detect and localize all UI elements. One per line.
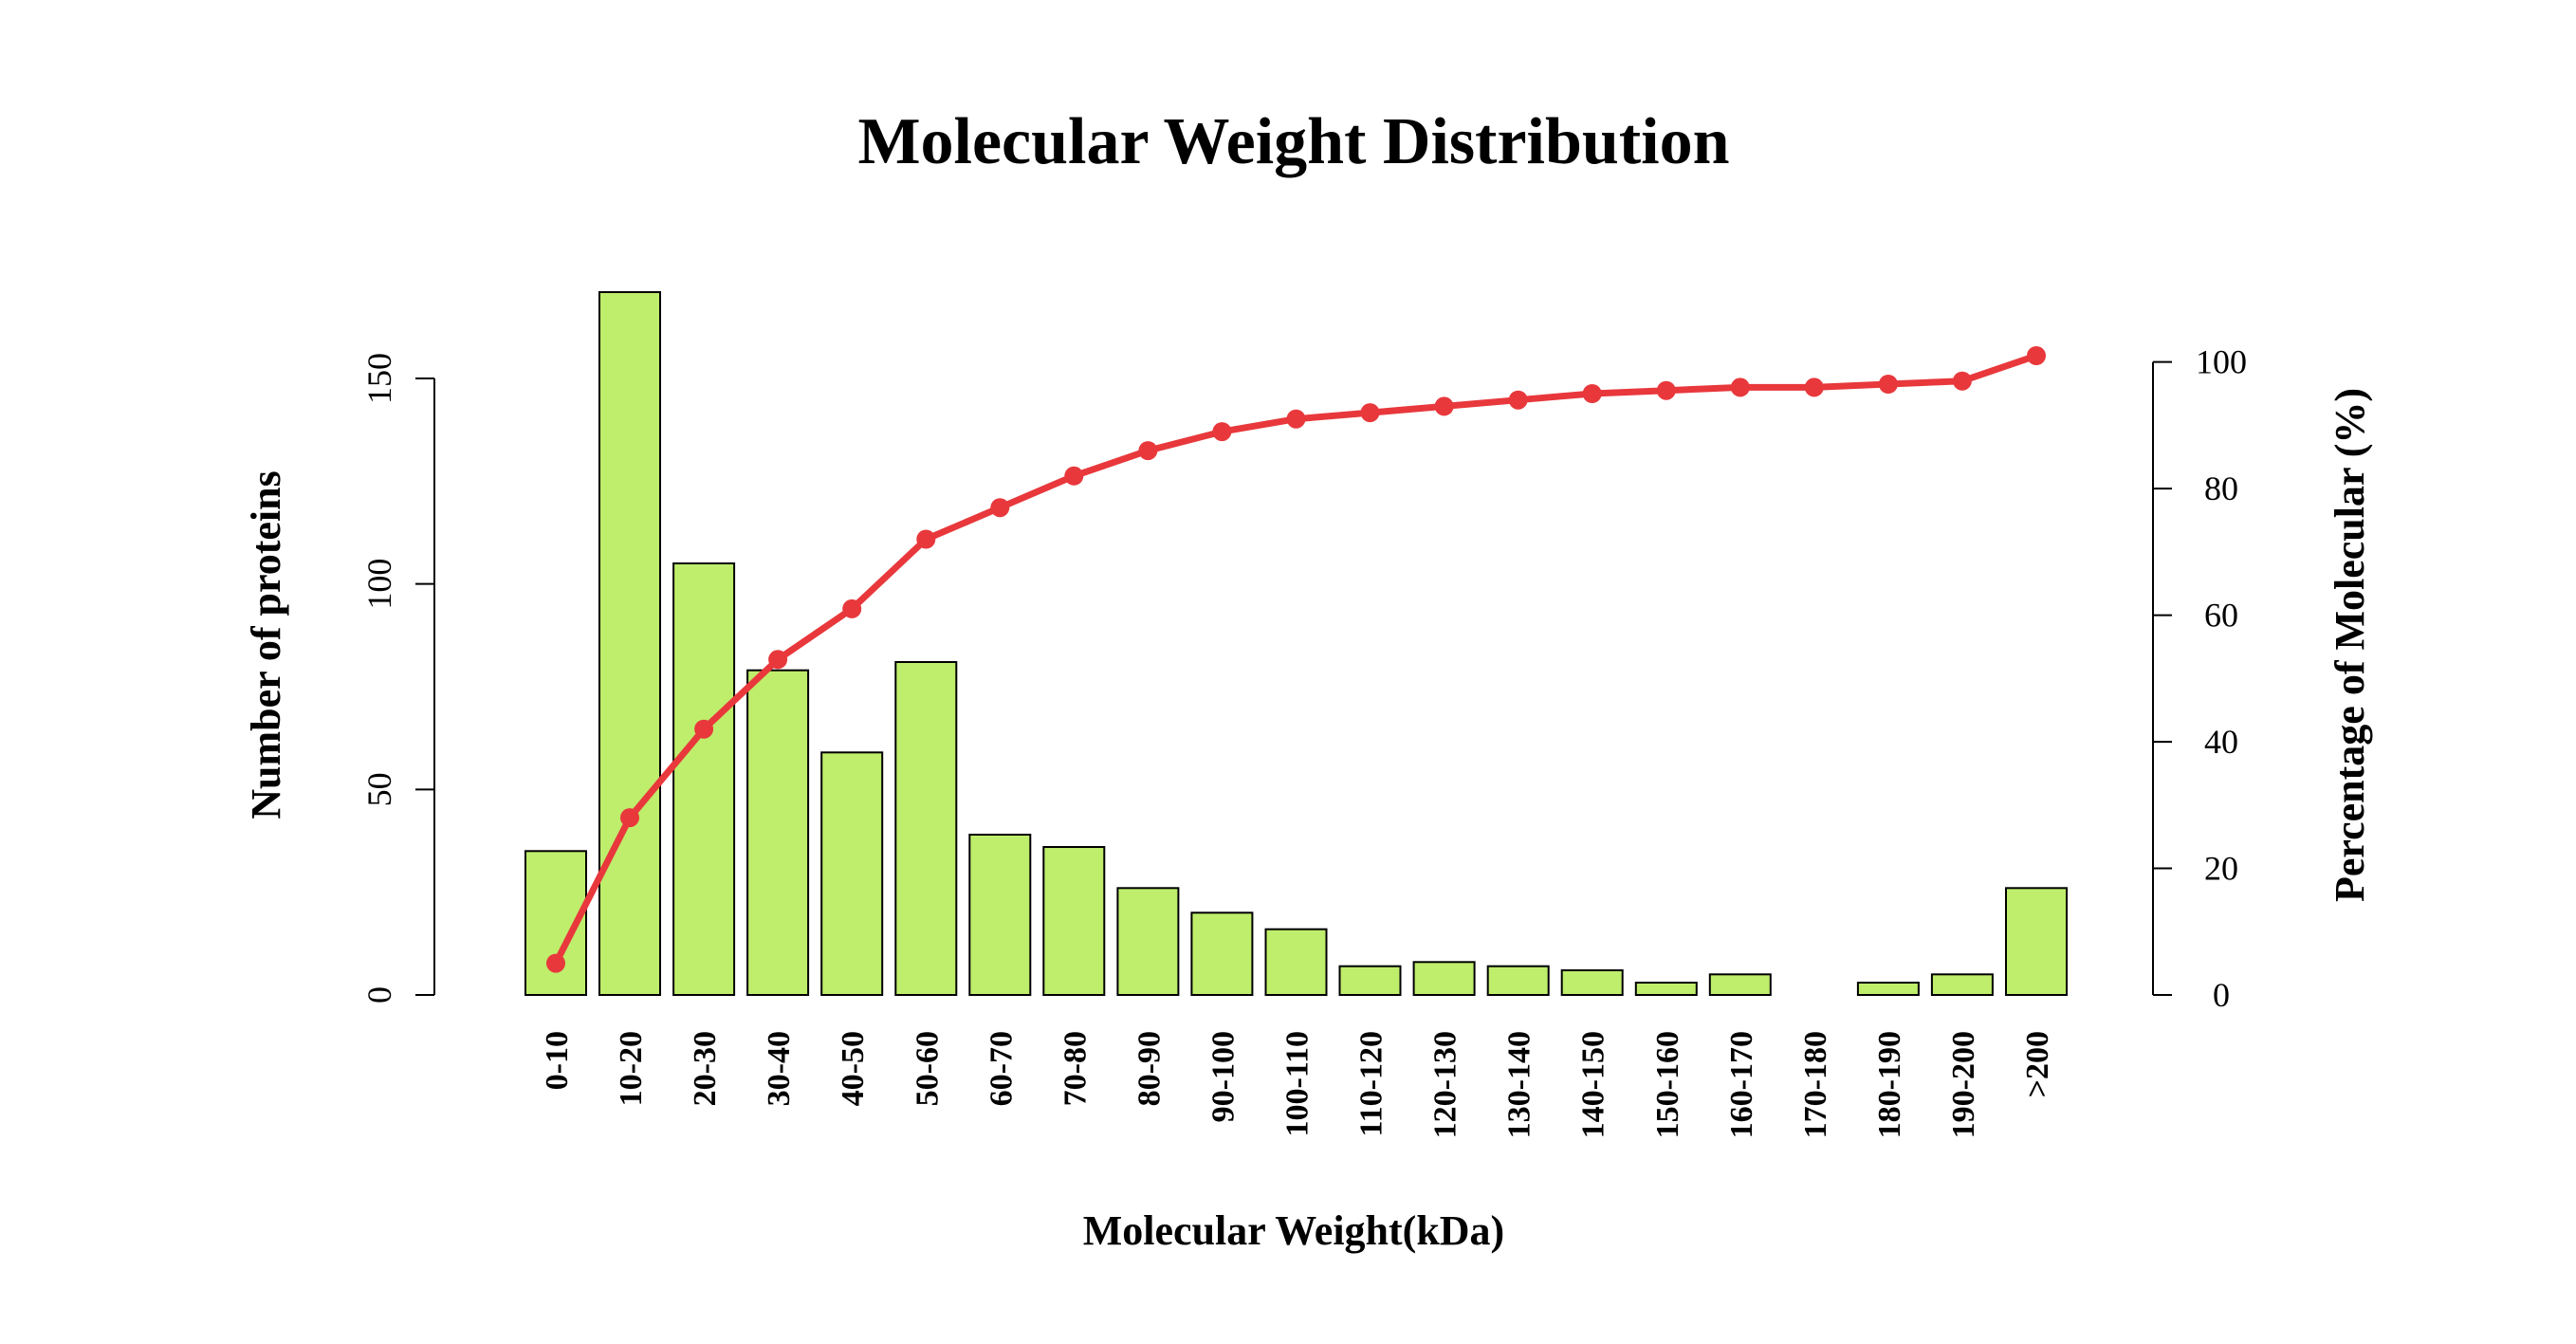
bar-150-160	[1634, 982, 1698, 996]
cumulative-point-130-140	[1508, 390, 1528, 410]
bar-30-40	[746, 669, 810, 996]
x-tick-label-90-100: 90-100	[1205, 1031, 1241, 1122]
x-axis-title: Molecular Weight(kDa)	[1083, 1207, 1504, 1254]
cumulative-point-150-160	[1656, 380, 1676, 400]
x-tick-label-0-10: 0-10	[540, 1031, 575, 1090]
cumulative-point-180-190	[1878, 375, 1898, 394]
cumulative-point-60-70	[990, 498, 1010, 518]
bars-layer	[524, 291, 2068, 997]
bar-140-150	[1560, 969, 1624, 996]
bar-70-80	[1042, 846, 1106, 996]
cumulative-point-170-180	[1804, 377, 1824, 397]
cumulative-point->200	[2027, 346, 2046, 365]
x-tick-label-170-180: 170-180	[1798, 1031, 1833, 1138]
cumulative-point-120-130	[1434, 396, 1454, 416]
right-tick-label-60: 60	[2204, 597, 2238, 635]
x-tick-label-50-60: 50-60	[910, 1031, 945, 1106]
bar-20-30	[672, 562, 736, 996]
x-tick-label-160-170: 160-170	[1724, 1031, 1759, 1138]
cumulative-point-10-20	[620, 808, 639, 828]
cumulative-point-30-40	[768, 650, 788, 670]
y2-axis-title: Percentage of Molecular (%)	[2327, 388, 2373, 902]
bar-10-20	[598, 291, 661, 996]
left-tick-label-50: 50	[360, 772, 398, 806]
left-tick-label-100: 100	[360, 559, 398, 610]
y-axis-title: Number of proteins	[243, 470, 289, 819]
bar-110-120	[1338, 965, 1402, 997]
left-tick-label-150: 150	[360, 353, 398, 404]
x-tick-label-110-120: 110-120	[1354, 1031, 1389, 1136]
cumulative-point-160-170	[1730, 377, 1750, 397]
right-tick-label-40: 40	[2204, 723, 2238, 761]
bar-120-130	[1412, 961, 1476, 996]
bar-130-140	[1486, 965, 1550, 997]
x-tick-label-150-160: 150-160	[1650, 1031, 1685, 1138]
cumulative-point-20-30	[694, 719, 714, 739]
cumulative-point-80-90	[1138, 441, 1158, 461]
bar-40-50	[820, 751, 884, 996]
right-axis: 0 20 40 60 80 100	[2152, 343, 2247, 1014]
bar-90-100	[1190, 911, 1254, 996]
cumulative-point-110-120	[1360, 403, 1380, 423]
bar-180-190	[1856, 982, 1920, 996]
cumulative-point-50-60	[916, 529, 936, 549]
left-tick-label-0: 0	[360, 986, 398, 1003]
x-tick-label-80-90: 80-90	[1132, 1031, 1167, 1106]
x-tick-label-60-70: 60-70	[984, 1031, 1019, 1106]
x-tick-label-40-50: 40-50	[836, 1031, 871, 1106]
x-axis: 0-10 10-20 20-30 30-40 40-50 50-60 60-70 70-80 8…	[540, 1031, 2055, 1138]
cumulative-line-layer	[546, 346, 2046, 973]
x-tick-label-30-40: 30-40	[762, 1031, 797, 1106]
left-axis: 0 50 100 150	[360, 353, 435, 1003]
x-tick-label-20-30: 20-30	[688, 1031, 723, 1106]
right-tick-label-80: 80	[2204, 469, 2238, 507]
bar->200	[2005, 887, 2068, 996]
cumulative-point-100-110	[1286, 409, 1306, 429]
bar-60-70	[968, 834, 1032, 996]
cumulative-point-40-50	[842, 598, 862, 618]
cumulative-point-140-150	[1582, 384, 1602, 403]
right-tick-label-100: 100	[2196, 343, 2247, 381]
x-tick-label-190-200: 190-200	[1946, 1031, 1981, 1138]
x-tick-label-10-20: 10-20	[614, 1031, 649, 1106]
x-tick-label-100-110: 100-110	[1280, 1031, 1316, 1136]
chart-title: Molecular Weight Distribution	[857, 105, 1729, 178]
bar-190-200	[1930, 973, 1994, 997]
bar-50-60	[894, 661, 958, 996]
x-tick-label-70-80: 70-80	[1058, 1031, 1093, 1106]
x-tick-label-140-150: 140-150	[1576, 1031, 1611, 1138]
bar-160-170	[1708, 973, 1772, 997]
cumulative-point-90-100	[1212, 422, 1232, 442]
x-tick-label->200: >200	[2020, 1031, 2055, 1097]
x-tick-label-120-130: 120-130	[1428, 1031, 1463, 1138]
cumulative-point-70-80	[1064, 466, 1084, 486]
cumulative-point-190-200	[1952, 371, 1972, 391]
cumulative-point-0-10	[546, 953, 565, 973]
x-tick-label-180-190: 180-190	[1872, 1031, 1907, 1138]
x-tick-label-130-140: 130-140	[1502, 1031, 1537, 1138]
bar-80-90	[1116, 887, 1180, 996]
bar-100-110	[1264, 928, 1328, 997]
right-tick-label-20: 20	[2204, 850, 2238, 888]
right-tick-label-0: 0	[2213, 976, 2230, 1014]
